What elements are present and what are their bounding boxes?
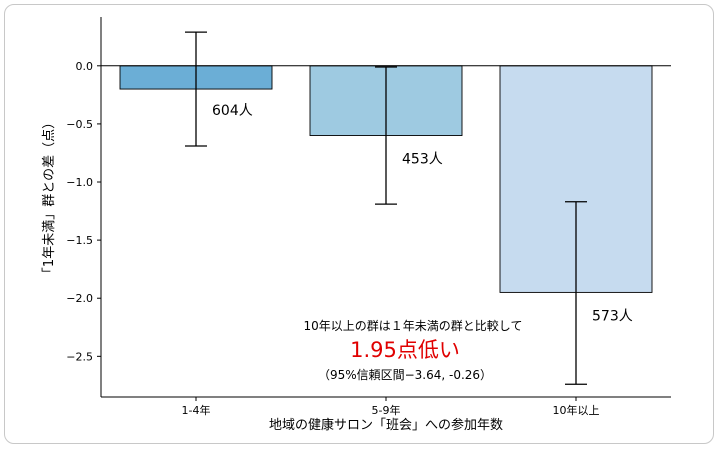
x-tick-label: 5-9年 xyxy=(372,403,401,417)
y-tick-label: −1.5 xyxy=(66,234,93,247)
y-tick-label: −0.5 xyxy=(66,118,93,131)
annotation-highlight: 1.95点低い xyxy=(350,338,460,362)
annotation-line-3: （95%信頼区間−3.64, -0.26） xyxy=(318,368,492,382)
bar-label-2: 453人 xyxy=(402,152,443,168)
bar-label-1: 604人 xyxy=(212,103,253,119)
y-tick-label: 0.0 xyxy=(76,60,94,73)
y-tick-label: −2.0 xyxy=(66,292,93,305)
bar-chart: 604人 453人 573人 0.0 −0.5 −1.0 −1.5 −2.0 −2.5 1-4年 5… xyxy=(42,17,671,433)
x-axis-label: 地域の健康サロン「班会」への参加年数 xyxy=(269,417,503,433)
y-axis-label: 「1年未満」群との差（点） xyxy=(42,116,57,280)
x-tick-label: 1-4年 xyxy=(182,403,211,417)
y-tick-label: −2.5 xyxy=(66,350,93,363)
chart-frame: 604人 453人 573人 0.0 −0.5 −1.0 −1.5 −2.0 −2.5 1-4年 5… xyxy=(4,4,714,444)
annotation-line-1: 10年以上の群は１年未満の群と比較して xyxy=(304,318,523,333)
bar-label-3: 573人 xyxy=(592,308,633,324)
y-tick-label: −1.0 xyxy=(66,176,93,189)
x-tick-label: 10年以上 xyxy=(553,403,600,417)
